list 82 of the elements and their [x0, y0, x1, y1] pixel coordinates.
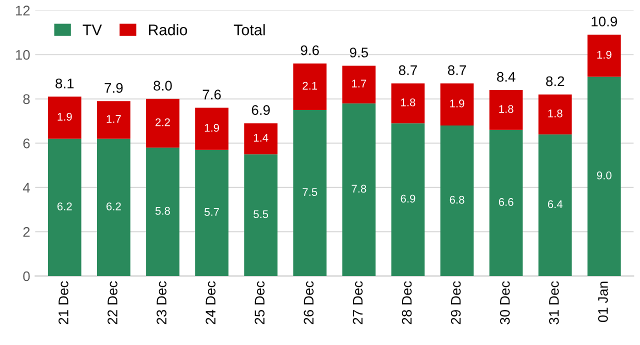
data-label: 6.4 [548, 200, 563, 208]
bar [244, 154, 278, 276]
data-label: 6.2 [57, 202, 72, 210]
bar [587, 76, 621, 276]
y-tick-label: 0 [23, 271, 30, 282]
x-tick-label: 27 Dec [352, 281, 363, 324]
bar [587, 34, 621, 77]
total-label: 8.0 [154, 80, 172, 91]
total-label: 8.4 [497, 72, 516, 82]
total-label: 8.1 [56, 78, 74, 88]
bar [538, 94, 572, 134]
bar [195, 150, 228, 276]
total-label: 8.7 [398, 65, 417, 76]
total-label: 8.2 [546, 76, 564, 86]
data-label: 6.2 [106, 202, 121, 210]
y-tick-label: 4 [22, 182, 30, 192]
data-label: 5.8 [155, 206, 170, 215]
data-label: 5.5 [254, 210, 268, 218]
bar [293, 63, 327, 110]
y-tick-label: 10 [16, 50, 30, 60]
data-label: 1.7 [106, 115, 121, 123]
total-label: 8.7 [448, 65, 466, 76]
data-label: 1.9 [450, 100, 464, 108]
data-label: 1.4 [254, 134, 268, 142]
total-label: 7.9 [104, 83, 123, 93]
x-tick-label: 01 Jan [598, 282, 608, 322]
total-label: 10.9 [592, 16, 618, 26]
x-tick-label: 22 Dec [108, 281, 118, 324]
bar [146, 148, 180, 276]
bar [146, 98, 180, 148]
data-label: 1.7 [352, 80, 366, 88]
data-label: 9.0 [596, 171, 612, 180]
y-tick-label: 12 [16, 6, 30, 16]
x-tick-label: 24 Dec [206, 281, 216, 324]
bar [48, 96, 82, 139]
data-label: 1.8 [548, 110, 562, 118]
bar [538, 134, 572, 276]
bar [97, 101, 130, 139]
data-label: 1.9 [597, 50, 612, 59]
x-tick-label: 29 Dec [450, 281, 461, 324]
x-tick-label: 25 Dec [254, 281, 265, 324]
data-label: 2.2 [156, 118, 170, 126]
x-tick-label: 26 Dec [304, 281, 314, 324]
total-label: 9.5 [350, 48, 368, 58]
bar [489, 90, 523, 130]
bar [97, 138, 130, 276]
data-label: 1.9 [204, 124, 219, 132]
y-tick-label: 6 [23, 138, 30, 148]
total-label: 6.9 [252, 105, 270, 115]
data-label: 5.7 [204, 208, 219, 216]
data-label: 6.6 [498, 198, 514, 206]
bar [48, 138, 82, 276]
y-tick-label: 8 [23, 94, 30, 104]
data-label: 6.8 [450, 196, 464, 204]
data-label: 1.8 [499, 105, 514, 113]
x-tick-label: 21 Dec [58, 281, 68, 324]
bar [293, 110, 327, 276]
data-label: 7.8 [352, 184, 366, 193]
data-label: 6.9 [400, 194, 416, 203]
data-label: 2.1 [302, 82, 318, 90]
legend-label: Radio [149, 24, 188, 36]
bar [391, 123, 425, 276]
bar [440, 83, 474, 126]
bar [342, 103, 376, 276]
bar [195, 108, 228, 150]
x-tick-label: 23 Dec [156, 281, 166, 324]
legend-label: TV [82, 24, 102, 36]
x-tick-label: 30 Dec [500, 281, 510, 324]
data-label: 7.5 [302, 188, 318, 196]
bar [342, 66, 376, 104]
annotation: Total [234, 24, 265, 36]
data-label: 1.8 [401, 98, 416, 106]
bar [440, 125, 474, 276]
x-tick-label: 28 Dec [402, 281, 412, 324]
bar [391, 83, 425, 124]
bar [489, 130, 523, 276]
x-tick-label: 31 Dec [549, 281, 559, 324]
total-label: 9.6 [300, 45, 319, 56]
total-label: 7.6 [202, 90, 221, 100]
data-label: 1.9 [58, 112, 72, 121]
bar [244, 123, 278, 154]
y-tick-label: 2 [23, 227, 30, 237]
